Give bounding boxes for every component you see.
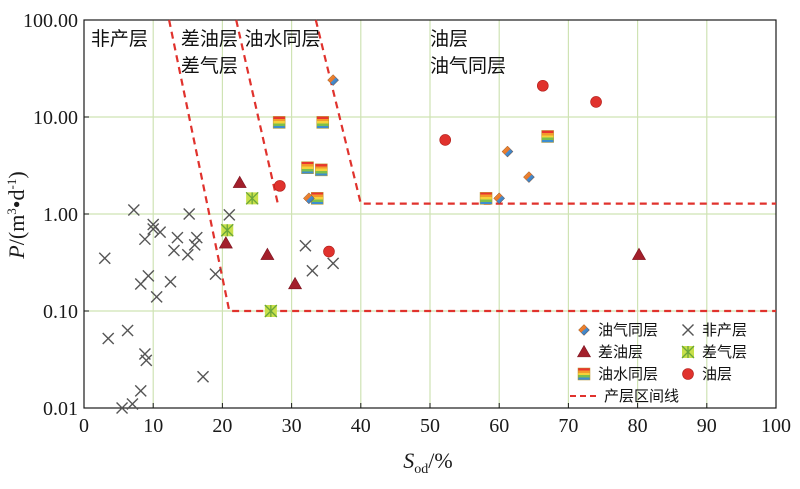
data-point-cross xyxy=(142,269,155,282)
legend-label: 油水同层 xyxy=(598,365,658,383)
data-point-cross xyxy=(299,239,312,252)
x-axis-label-sub: od xyxy=(414,462,428,477)
x-tick-label: 100 xyxy=(761,415,791,437)
data-point-cross xyxy=(209,268,222,281)
boundary-line xyxy=(168,19,776,313)
legend-label: 油气同层 xyxy=(598,321,658,339)
data-point-stripe-square xyxy=(316,116,329,129)
data-point-cross xyxy=(306,264,319,277)
legend-label: 差油层 xyxy=(598,343,643,361)
data-point-cross xyxy=(126,397,139,410)
x-tick-label: 90 xyxy=(697,415,717,437)
x-tick-label: 80 xyxy=(628,415,648,437)
legend-label: 油层 xyxy=(702,365,732,383)
zone-label: 差油层 xyxy=(181,28,238,50)
data-point-stripe-square xyxy=(479,192,493,205)
data-point-triangle xyxy=(288,276,303,290)
data-point-cross xyxy=(197,370,210,383)
data-point-stripe-square xyxy=(315,163,328,177)
y-tick-label: 10.00 xyxy=(33,107,78,129)
data-point-cross xyxy=(138,233,151,246)
data-points xyxy=(98,74,647,414)
y-tick-label: 0.10 xyxy=(43,301,78,323)
y-axis-label: P/(m3•d-1) xyxy=(4,171,29,259)
data-point-triangle xyxy=(232,175,247,188)
data-point-star xyxy=(264,304,278,318)
data-point-star xyxy=(245,191,259,205)
x-tick-label: 10 xyxy=(143,415,163,437)
zone-label: 油气同层 xyxy=(430,55,506,77)
data-point-triangle xyxy=(631,247,647,260)
data-point-circle xyxy=(590,96,602,108)
data-point-cross xyxy=(164,275,177,288)
data-point-cross xyxy=(116,402,129,414)
boundary-line xyxy=(235,19,279,204)
legend-marker-cross xyxy=(682,324,694,336)
legend-marker-triangle xyxy=(576,344,592,358)
data-point-cross xyxy=(327,257,340,270)
data-point-star xyxy=(220,223,234,237)
data-point-cross xyxy=(154,226,167,239)
data-point-stripe-square xyxy=(272,116,286,129)
data-point-cross xyxy=(134,384,147,397)
data-point-circle xyxy=(323,245,335,258)
data-point-diamond xyxy=(303,192,315,205)
data-point-cross xyxy=(190,231,203,244)
x-tick-label: 60 xyxy=(489,415,509,437)
data-point-cross xyxy=(102,332,115,345)
grid-lines xyxy=(84,20,776,408)
data-point-cross xyxy=(127,203,140,216)
zone-label: 油水同层 xyxy=(245,28,321,50)
data-point-circle xyxy=(439,134,452,146)
data-point-cross xyxy=(183,208,196,220)
data-point-cross xyxy=(98,252,111,265)
legend-marker-star xyxy=(681,345,695,359)
y-tick-label: 0.01 xyxy=(43,398,78,420)
legend-label: 差气层 xyxy=(702,343,747,361)
data-point-circle xyxy=(274,180,286,192)
legend-marker-stripe-square xyxy=(577,367,591,381)
y-tick-label: 1.00 xyxy=(43,204,78,226)
x-tick-label: 70 xyxy=(558,415,578,437)
data-point-cross xyxy=(121,324,134,337)
x-tick-labels: 0 10 20 30 40 50 60 70 80 90 100 xyxy=(79,403,791,437)
legend-label: 产层区间线 xyxy=(604,387,679,405)
x-tick-label: 50 xyxy=(420,415,440,437)
x-tick-label: 20 xyxy=(212,415,232,437)
x-tick-label: 30 xyxy=(282,415,302,437)
y-tick-label: 100.00 xyxy=(23,10,78,32)
legend-marker-diamond xyxy=(578,324,590,336)
data-point-cross xyxy=(147,223,160,236)
data-point-cross xyxy=(167,244,180,257)
data-point-cross xyxy=(150,290,163,303)
x-axis-label: Sod/% xyxy=(403,448,452,477)
data-point-cross xyxy=(181,248,194,261)
data-point-diamond xyxy=(493,192,506,205)
data-point-cross xyxy=(171,231,184,244)
zone-label: 油层 xyxy=(430,28,468,50)
zone-label: 差气层 xyxy=(181,55,238,77)
data-point-triangle xyxy=(260,247,275,260)
data-point-diamond xyxy=(327,74,339,86)
data-point-cross xyxy=(140,354,153,367)
zone-label: 非产层 xyxy=(91,28,148,50)
x-tick-label: 0 xyxy=(79,415,89,437)
y-tick-labels: 100.00 10.00 1.00 0.10 0.01 xyxy=(23,10,89,420)
data-point-circle xyxy=(536,79,549,92)
data-point-diamond xyxy=(501,145,514,158)
data-point-stripe-square xyxy=(301,161,314,174)
data-point-cross xyxy=(188,238,201,251)
x-axis-label-unit: /% xyxy=(428,448,452,473)
x-tick-label: 40 xyxy=(351,415,371,437)
data-point-triangle xyxy=(218,236,233,249)
data-point-diamond xyxy=(523,171,535,183)
legend-label: 非产层 xyxy=(702,321,747,339)
legend-marker-circle xyxy=(682,368,694,380)
data-point-stripe-square xyxy=(541,130,554,143)
data-point-cross xyxy=(223,208,236,221)
